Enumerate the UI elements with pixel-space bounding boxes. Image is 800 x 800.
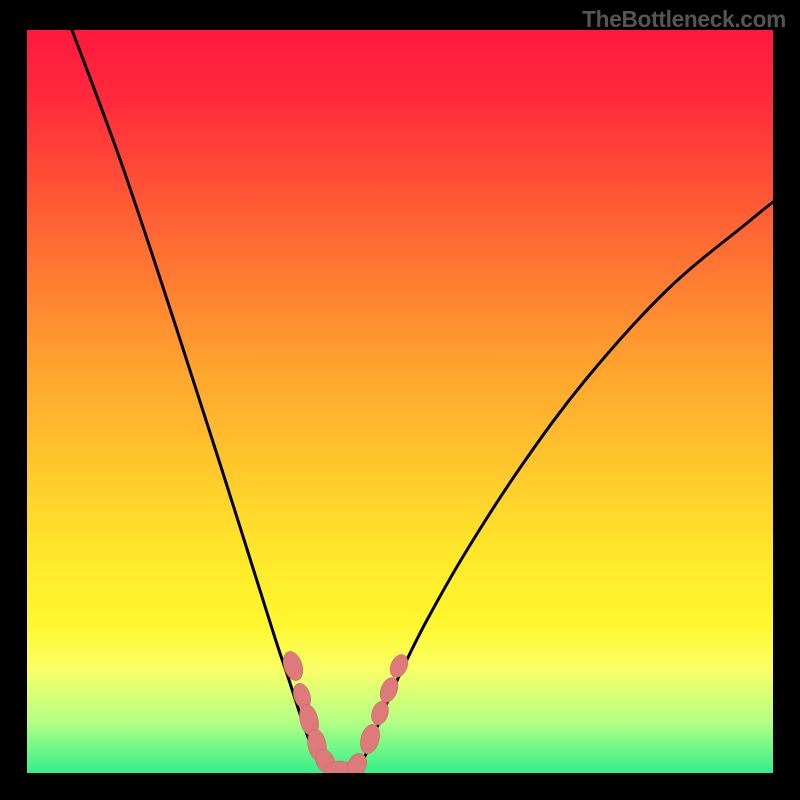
bead-marker (280, 649, 306, 683)
bead-marker (357, 722, 383, 756)
bottleneck-curve (72, 30, 773, 773)
watermark-text: TheBottleneck.com (582, 6, 786, 33)
chart-frame: TheBottleneck.com (0, 0, 800, 800)
curve-overlay (27, 30, 773, 773)
plot-area (27, 30, 773, 773)
